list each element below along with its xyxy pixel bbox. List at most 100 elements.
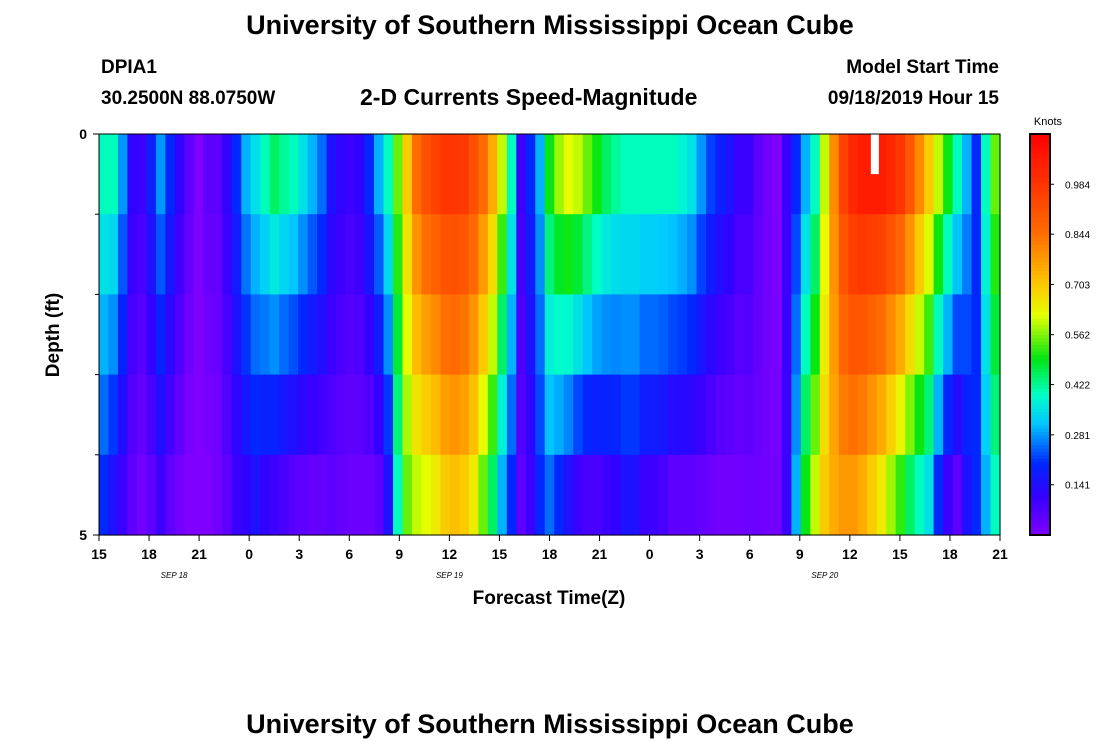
heatmap-cell: [933, 214, 944, 295]
heatmap-cell: [848, 294, 859, 376]
heatmap-cell: [762, 294, 773, 376]
x-axis-label: Forecast Time(Z): [473, 588, 626, 609]
heatmap-cell: [819, 134, 830, 215]
heatmap-cell: [364, 454, 375, 536]
colorbar-segment: [1030, 234, 1050, 239]
station-coordinates: 30.2500N 88.0750W: [101, 88, 276, 109]
heatmap-cell: [819, 374, 830, 456]
colorbar-tick-label: 0.984: [1065, 180, 1090, 191]
heatmap-cell: [639, 374, 650, 456]
heatmap-cell: [677, 454, 688, 536]
heatmap-cell: [800, 374, 811, 456]
heatmap-cell: [743, 214, 755, 295]
heatmap-cell: [430, 214, 442, 295]
heatmap-cell: [914, 374, 925, 456]
heatmap-cell: [440, 374, 451, 456]
heatmap-cell: [317, 294, 328, 376]
colorbar-segment: [1030, 351, 1050, 356]
heatmap-cell: [800, 214, 811, 295]
heatmap-cell: [222, 454, 233, 536]
heatmap-cell: [193, 374, 204, 456]
heatmap-cell: [516, 134, 527, 215]
heatmap-cell: [563, 454, 574, 536]
heatmap-cell: [762, 214, 773, 295]
heatmap-cell: [573, 374, 584, 456]
x-tick-label: 0: [646, 546, 654, 562]
colorbar-segment: [1030, 481, 1050, 486]
heatmap-cell: [677, 294, 688, 376]
heatmap-cell: [193, 294, 204, 376]
colorbar-segment: [1030, 244, 1050, 249]
heatmap-cell: [705, 214, 717, 295]
colorbar-segment: [1030, 498, 1050, 503]
heatmap-cell: [174, 214, 185, 295]
heatmap-cell: [962, 374, 973, 456]
heatmap-cell: [658, 294, 669, 376]
heatmap-cell: [298, 214, 309, 295]
heatmap-cell: [516, 214, 527, 295]
colorbar-segment: [1030, 508, 1050, 513]
heatmap-cell: [393, 374, 404, 456]
heatmap-cell: [155, 214, 166, 295]
colorbar-segment: [1030, 274, 1050, 279]
heatmap-cell: [924, 134, 935, 215]
colorbar-segment: [1030, 304, 1050, 309]
heatmap-cell: [990, 134, 1001, 215]
x-tick-label: 15: [91, 546, 107, 562]
heatmap-cell: [165, 454, 176, 536]
colorbar-segment: [1030, 454, 1050, 459]
heatmap-cell: [914, 454, 925, 536]
colorbar-segment: [1030, 468, 1050, 473]
colorbar-segment: [1030, 488, 1050, 493]
heatmap-cell: [184, 454, 195, 536]
colorbar-segment: [1030, 287, 1050, 292]
heatmap-cell: [108, 454, 119, 536]
heatmap-cell: [478, 294, 489, 376]
heatmap-cell: [421, 214, 432, 295]
heatmap-cell: [905, 134, 916, 215]
heatmap-cell: [582, 374, 593, 456]
colorbar-segment: [1030, 207, 1050, 212]
colorbar-segment: [1030, 307, 1050, 312]
colorbar-segment: [1030, 451, 1050, 456]
heatmap-cell: [497, 374, 508, 456]
heatmap-cell: [393, 214, 404, 295]
heatmap-cell: [715, 374, 726, 456]
heatmap-cell: [497, 134, 508, 215]
heatmap-cell: [924, 454, 935, 536]
colorbar-segment: [1030, 514, 1050, 519]
heatmap-cells: [99, 134, 1001, 536]
heatmap-cell: [981, 294, 992, 376]
heatmap-cell: [203, 294, 214, 376]
heatmap-cell: [288, 454, 299, 536]
x-tick-label: 6: [345, 546, 353, 562]
heatmap-cell: [924, 374, 935, 456]
heatmap-cell: [326, 374, 337, 456]
heatmap-cell: [317, 454, 328, 536]
y-axis-label: Depth (ft): [43, 293, 64, 377]
heatmap-cell: [165, 294, 176, 376]
colorbar-segment: [1030, 214, 1050, 219]
heatmap-cell: [298, 134, 309, 215]
heatmap-cell: [705, 294, 717, 376]
footer-title: University of Southern Mississippi Ocean…: [246, 709, 854, 739]
heatmap-cell: [544, 294, 555, 376]
heatmap-cell: [743, 454, 755, 536]
colorbar-segment: [1030, 344, 1050, 349]
heatmap-cell: [876, 214, 887, 295]
heatmap-cell: [867, 374, 878, 456]
heatmap-cell: [108, 214, 119, 295]
heatmap-cell: [876, 294, 887, 376]
colorbar-segment: [1030, 220, 1050, 225]
heatmap-cell: [117, 454, 129, 536]
heatmap-cell: [781, 294, 792, 376]
heatmap-cell: [241, 214, 252, 295]
heatmap-cell: [554, 214, 565, 295]
heatmap-cell: [687, 214, 698, 295]
heatmap-cell: [933, 374, 944, 456]
heatmap-cell: [364, 374, 375, 456]
colorbar-segment: [1030, 384, 1050, 389]
heatmap-cell: [146, 454, 157, 536]
colorbar-segment: [1030, 277, 1050, 282]
heatmap-cell: [279, 374, 290, 456]
